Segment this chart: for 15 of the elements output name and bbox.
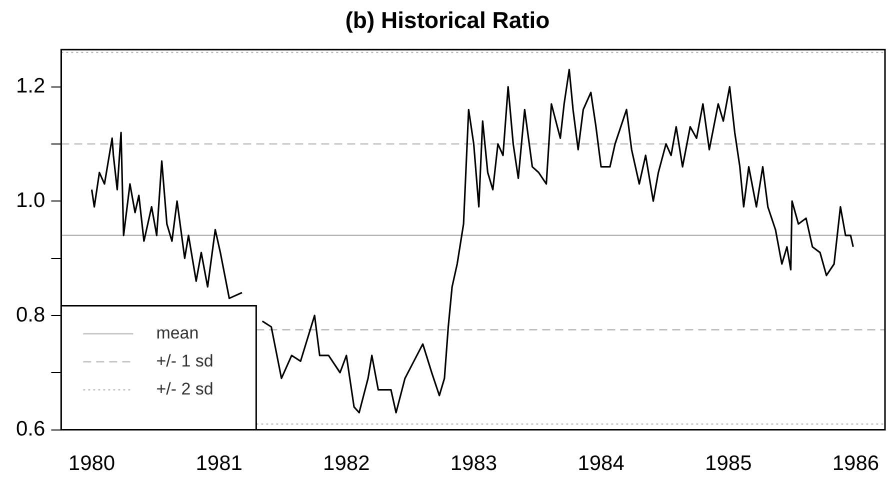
legend-label: +/- 1 sd xyxy=(156,351,214,370)
x-tick-label: 1982 xyxy=(323,452,370,476)
y-tick-label: 1.0 xyxy=(16,188,46,212)
legend-label: +/- 2 sd xyxy=(156,379,214,398)
y-tick-label: 0.8 xyxy=(16,303,46,326)
x-tick-label: 1984 xyxy=(578,452,625,476)
x-tick-label: 1980 xyxy=(68,452,116,476)
x-tick-label: 1985 xyxy=(705,452,752,476)
y-tick-label: 0.6 xyxy=(16,418,46,441)
chart-title: (b) Historical Ratio xyxy=(345,7,550,34)
y-tick-label: 1.2 xyxy=(16,74,46,98)
x-tick-label: 1981 xyxy=(196,452,242,476)
legend-label: mean xyxy=(156,323,199,342)
x-tick-label: 1983 xyxy=(450,452,498,476)
x-tick-label: 1986 xyxy=(832,452,880,476)
